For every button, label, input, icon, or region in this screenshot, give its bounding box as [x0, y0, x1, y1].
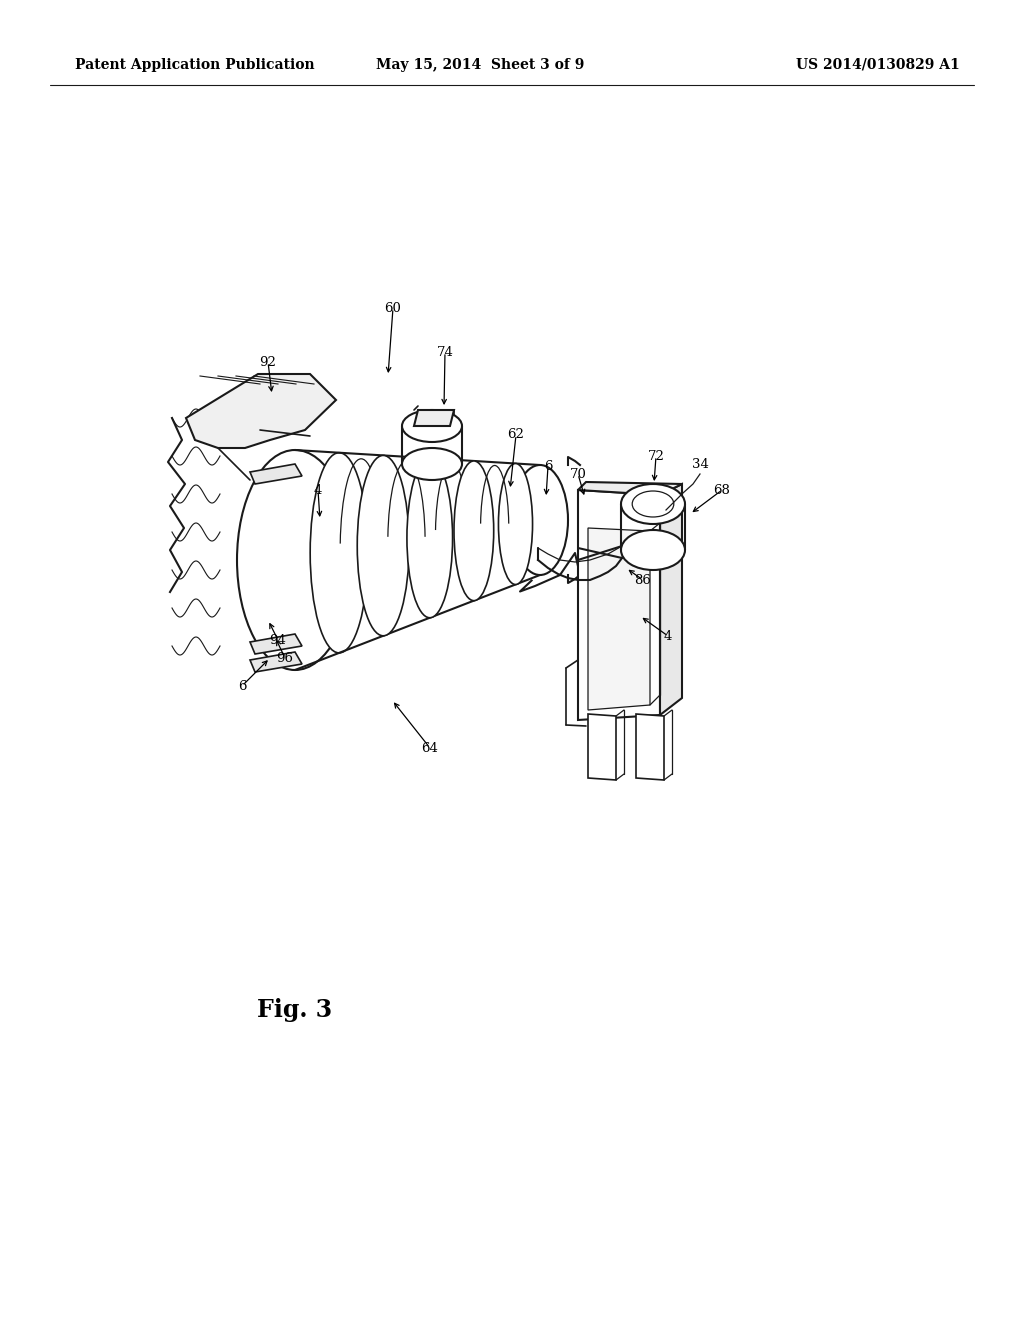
Text: 96: 96	[276, 652, 294, 664]
Ellipse shape	[402, 447, 462, 480]
Text: 92: 92	[259, 355, 276, 368]
Text: 4: 4	[313, 483, 323, 496]
Text: May 15, 2014  Sheet 3 of 9: May 15, 2014 Sheet 3 of 9	[376, 58, 584, 73]
Text: 94: 94	[269, 634, 287, 647]
Text: 6: 6	[544, 459, 552, 473]
Polygon shape	[588, 528, 650, 710]
Polygon shape	[578, 482, 682, 495]
Text: 86: 86	[635, 573, 651, 586]
Ellipse shape	[512, 465, 568, 576]
Text: 34: 34	[691, 458, 709, 471]
Text: 72: 72	[647, 450, 665, 462]
Text: 6: 6	[238, 680, 246, 693]
Ellipse shape	[454, 461, 494, 601]
Polygon shape	[186, 374, 336, 447]
Ellipse shape	[402, 411, 462, 442]
Polygon shape	[660, 484, 682, 715]
Polygon shape	[250, 652, 302, 672]
Polygon shape	[578, 490, 660, 719]
Polygon shape	[250, 465, 302, 484]
Text: 62: 62	[508, 429, 524, 441]
Text: 64: 64	[422, 742, 438, 755]
Text: Patent Application Publication: Patent Application Publication	[75, 58, 314, 73]
Text: 68: 68	[714, 483, 730, 496]
Text: 70: 70	[569, 467, 587, 480]
Polygon shape	[250, 634, 302, 653]
Text: 4: 4	[664, 630, 672, 643]
Polygon shape	[636, 714, 664, 780]
Polygon shape	[588, 714, 616, 780]
Ellipse shape	[237, 450, 353, 671]
Ellipse shape	[310, 453, 368, 653]
Ellipse shape	[621, 531, 685, 570]
Ellipse shape	[499, 463, 532, 585]
Polygon shape	[414, 411, 454, 426]
Ellipse shape	[407, 458, 453, 618]
Ellipse shape	[621, 484, 685, 524]
Text: 74: 74	[436, 346, 454, 359]
Text: 60: 60	[385, 301, 401, 314]
Text: US 2014/0130829 A1: US 2014/0130829 A1	[797, 58, 961, 73]
Text: Fig. 3: Fig. 3	[257, 998, 333, 1022]
Ellipse shape	[357, 455, 410, 636]
